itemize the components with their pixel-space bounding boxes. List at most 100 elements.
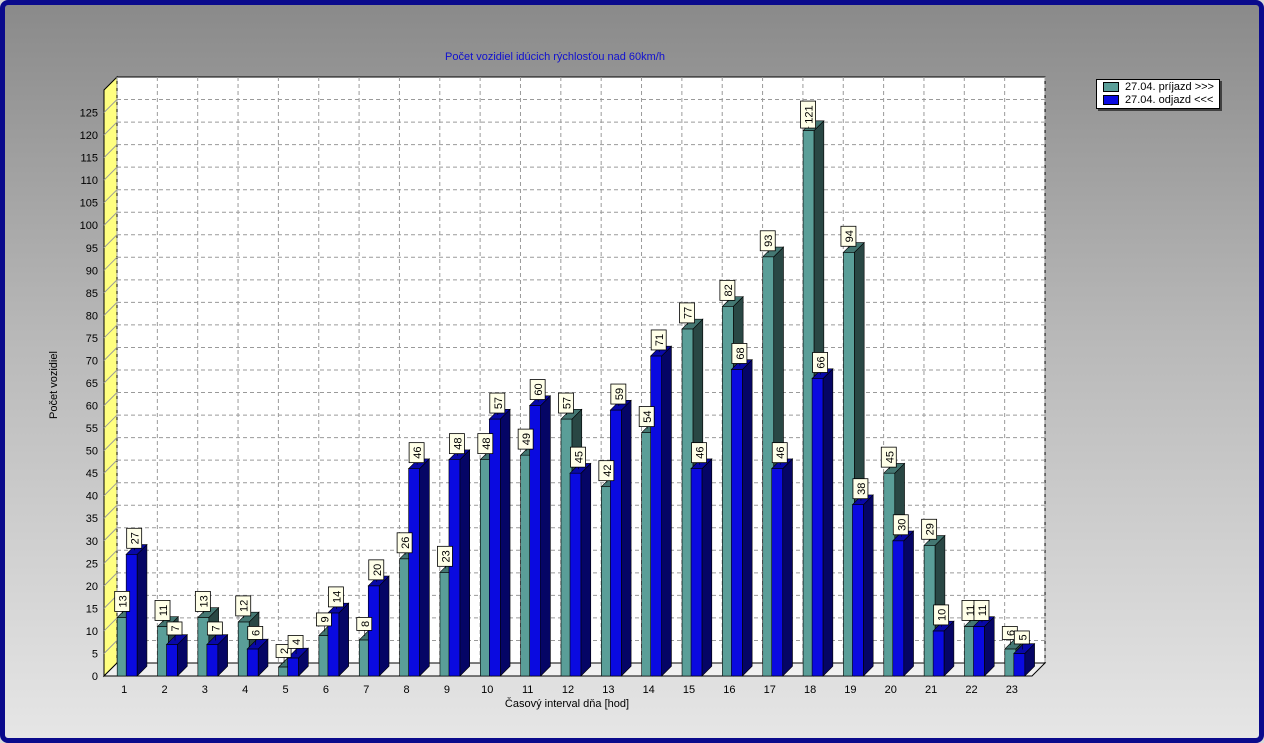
bar-side xyxy=(378,575,390,677)
y-tick-label: 20 xyxy=(86,581,98,593)
data-label-text: 46 xyxy=(695,447,707,459)
data-label-text: 2 xyxy=(279,648,291,654)
legend-swatch-arrival xyxy=(1103,81,1119,92)
data-label-box xyxy=(235,595,252,617)
data-label-box xyxy=(247,626,264,640)
bar-top xyxy=(246,638,269,650)
data-label: 60 xyxy=(529,379,546,400)
grid-line-side xyxy=(103,640,118,654)
chart-bars xyxy=(116,120,1036,677)
grid-line-side xyxy=(103,166,118,181)
bar-front xyxy=(811,378,824,677)
data-label-text: 57 xyxy=(493,397,505,409)
data-label: 6 xyxy=(247,626,264,640)
y-tick-label: 105 xyxy=(80,198,98,210)
data-label-box xyxy=(437,545,453,567)
data-label-text: 11 xyxy=(977,605,989,616)
grid-line-side xyxy=(103,302,118,316)
bar-front xyxy=(771,468,784,677)
grid-line-side xyxy=(103,482,118,497)
data-label-text: 59 xyxy=(614,388,626,400)
x-tick-label: 5 xyxy=(283,684,289,696)
grid-line-side xyxy=(103,324,118,339)
y-axis-ticks: 0 5 10 15 20 25 30 35 40 45 50 55 60 65 70 75 80 85 90 95 10… xyxy=(80,108,98,683)
bar-front xyxy=(973,626,985,677)
bar-side xyxy=(621,399,632,677)
y-tick-label: 100 xyxy=(80,220,98,232)
x-axis-ticks: 1 2 3 4 5 6 7 8 9 10 11 12 13 14 15 16 17 18 19 20 21 22 23 xyxy=(121,684,1018,696)
bar xyxy=(972,615,995,677)
data-label-box xyxy=(114,591,131,612)
data-label-text: 23 xyxy=(440,550,452,562)
x-tick-label: 13 xyxy=(602,684,614,696)
data-label-text: 68 xyxy=(735,347,747,359)
bar xyxy=(407,458,431,677)
data-label-box xyxy=(517,428,534,450)
data-label-text: 54 xyxy=(642,410,654,422)
data-label: 68 xyxy=(731,343,748,364)
data-label-box xyxy=(691,442,707,464)
data-label-text: 6 xyxy=(1005,630,1017,636)
data-label: 20 xyxy=(368,559,385,581)
data-label-box xyxy=(650,329,667,351)
data-label-box xyxy=(731,343,748,364)
bar xyxy=(690,458,713,677)
grid-line-side xyxy=(103,121,118,136)
y-tick-label: 55 xyxy=(86,423,98,435)
data-label: 30 xyxy=(892,514,909,536)
data-label: 26 xyxy=(396,532,413,554)
x-tick-label: 10 xyxy=(481,684,493,696)
data-label: 27 xyxy=(126,527,143,549)
bar xyxy=(811,368,834,677)
data-label-box xyxy=(558,392,574,414)
x-tick-label: 12 xyxy=(562,684,574,696)
data-label-box xyxy=(396,532,413,554)
data-label: 57 xyxy=(558,392,574,414)
x-tick-label: 6 xyxy=(323,684,329,696)
data-label-box xyxy=(679,302,695,324)
data-label: 12 xyxy=(235,595,252,617)
data-label-box xyxy=(154,600,171,621)
data-label-text: 26 xyxy=(400,537,412,549)
grid-line-side xyxy=(103,144,118,158)
data-label-text: 4 xyxy=(291,639,303,645)
bar xyxy=(569,462,592,677)
data-label-text: 12 xyxy=(239,600,251,612)
data-label-box xyxy=(638,406,655,427)
data-label-box xyxy=(489,392,506,414)
bar-front xyxy=(610,409,622,677)
bar xyxy=(649,345,673,677)
y-tick-label: 65 xyxy=(86,378,98,390)
data-label: 82 xyxy=(719,279,736,301)
y-axis-title: Počet vozidiel xyxy=(48,351,60,419)
data-label-box xyxy=(287,635,304,649)
y-tick-label: 0 xyxy=(92,671,98,683)
bar-front xyxy=(246,648,259,677)
data-label-text: 57 xyxy=(562,397,574,409)
y-tick-label: 70 xyxy=(86,355,98,367)
data-label-text: 46 xyxy=(412,447,424,459)
data-label-box xyxy=(477,433,494,455)
x-tick-label: 3 xyxy=(202,684,208,696)
data-label-text: 49 xyxy=(521,433,533,445)
bar xyxy=(1013,642,1036,677)
bar xyxy=(286,647,310,677)
data-label-box xyxy=(933,604,950,626)
bar-side xyxy=(782,458,793,677)
x-tick-label: 15 xyxy=(683,684,695,696)
grid-line-side xyxy=(103,189,118,204)
data-label-text: 71 xyxy=(654,334,666,346)
bar xyxy=(165,633,188,677)
y-tick-label: 60 xyxy=(86,401,98,413)
x-tick-label: 4 xyxy=(242,684,248,696)
data-label-text: 13 xyxy=(118,595,130,607)
data-label-box xyxy=(206,621,223,636)
data-label-text: 93 xyxy=(763,235,775,247)
data-label: 121 xyxy=(800,100,816,129)
bar xyxy=(528,395,552,677)
bar xyxy=(488,408,511,677)
bar-side xyxy=(500,408,511,677)
bar-front xyxy=(489,418,501,677)
legend-label-departure: 27.04. odjazd <<< xyxy=(1125,93,1214,106)
bar xyxy=(892,530,915,677)
